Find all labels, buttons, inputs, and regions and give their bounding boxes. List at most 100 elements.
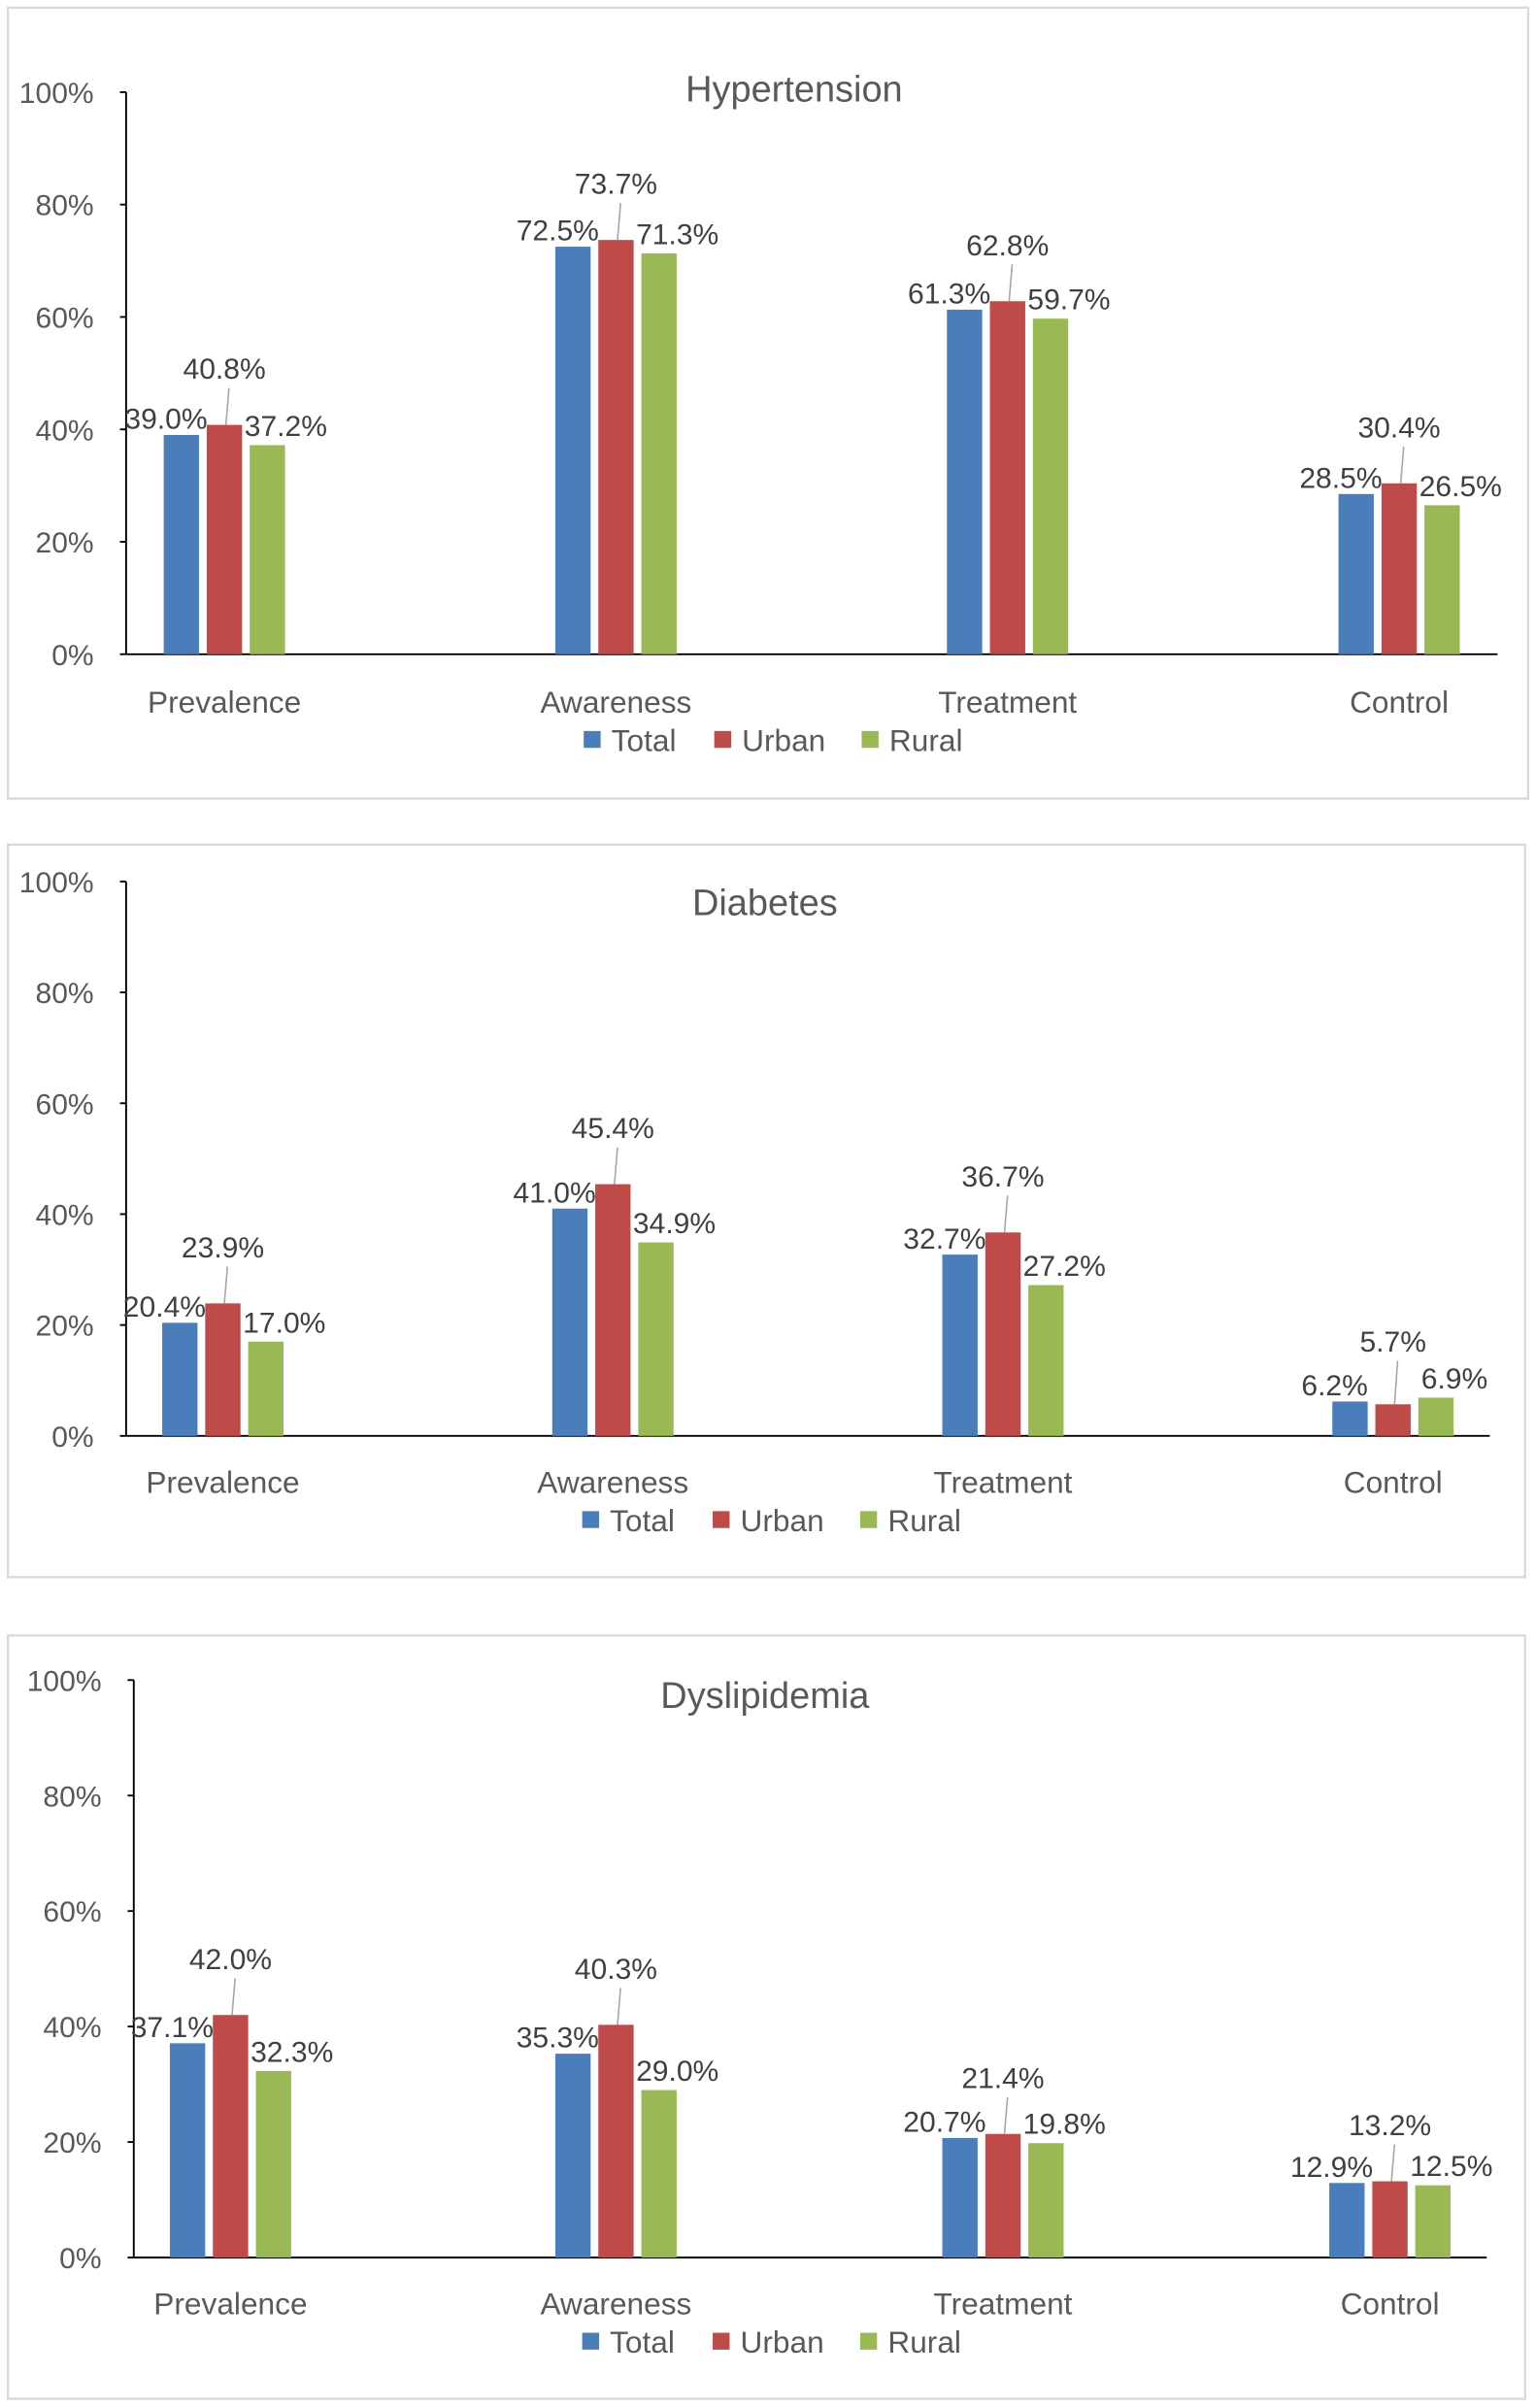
data-label: 62.8% <box>966 230 1049 262</box>
data-label: 29.0% <box>636 2056 718 2088</box>
data-label: 61.3% <box>908 279 990 311</box>
y-tick-label: 60% <box>36 303 94 335</box>
y-tick-label: 80% <box>43 1781 101 1813</box>
bar-total <box>554 2054 591 2258</box>
bar-rural <box>641 2090 677 2258</box>
data-label: 13.2% <box>1349 2110 1431 2142</box>
data-label: 41.0% <box>514 1177 596 1209</box>
y-tick-label: 60% <box>36 1088 94 1120</box>
bar-total <box>163 435 200 654</box>
data-label: 59.7% <box>1027 284 1110 317</box>
bar-urban <box>985 2133 1021 2258</box>
bar-urban <box>989 301 1025 654</box>
data-label: 30.4% <box>1357 412 1440 444</box>
y-tick-label: 40% <box>36 1200 94 1232</box>
x-tick-label: Control <box>1341 2287 1440 2322</box>
data-label: 20.7% <box>903 2107 985 2139</box>
data-label: 40.8% <box>184 353 266 385</box>
bar-total <box>169 2043 206 2258</box>
y-tick-label: 20% <box>36 527 94 559</box>
bar-total <box>942 2137 978 2258</box>
y-tick-label: 80% <box>36 978 94 1010</box>
legend-label-rural: Rural <box>887 2324 961 2359</box>
x-tick-label: Control <box>1350 685 1449 719</box>
y-tick-label: 80% <box>36 190 94 222</box>
y-tick-label: 0% <box>51 640 93 672</box>
data-label: 32.3% <box>250 2036 333 2068</box>
legend-label-total: Total <box>610 1503 675 1538</box>
data-label: 12.5% <box>1410 2151 1492 2183</box>
x-tick-label: Treatment <box>934 2287 1073 2322</box>
legend-swatch-rural <box>859 1511 878 1528</box>
y-tick-label: 100% <box>27 1665 102 1697</box>
legend-swatch-urban <box>713 2332 730 2350</box>
data-label: 37.1% <box>131 2012 214 2044</box>
data-label-leader <box>617 203 621 241</box>
y-tick-label: 0% <box>59 2243 101 2275</box>
x-tick-label: Prevalence <box>148 685 301 719</box>
bar-rural <box>255 2070 291 2258</box>
data-label-leader <box>1399 446 1405 484</box>
bar-rural <box>1028 1285 1064 1436</box>
bar-urban <box>1372 2181 1408 2258</box>
chart-panel <box>6 843 1526 1579</box>
legend-swatch-total <box>584 730 601 749</box>
legend-swatch-total <box>582 2332 600 2350</box>
bar-urban <box>1375 1404 1411 1436</box>
y-tick-label: 40% <box>43 2012 101 2044</box>
bar-total <box>162 1322 198 1436</box>
data-label: 39.0% <box>124 404 207 436</box>
data-label: 72.5% <box>517 216 599 248</box>
bar-total <box>942 1254 978 1436</box>
legend-swatch-urban <box>713 1511 730 1528</box>
data-label: 28.5% <box>1299 462 1382 494</box>
legend-label-urban: Urban <box>741 2324 824 2359</box>
bar-urban <box>206 424 243 654</box>
data-label: 42.0% <box>189 1944 272 1976</box>
data-label-leader <box>231 1978 236 2016</box>
data-label-leader <box>617 1988 621 2025</box>
legend-label-urban: Urban <box>741 1503 824 1538</box>
bar-urban <box>213 2015 249 2258</box>
x-tick-label: Prevalence <box>146 1464 299 1499</box>
bar-total <box>554 247 591 654</box>
legend-swatch-total <box>582 1511 600 1528</box>
data-label: 17.0% <box>243 1307 325 1339</box>
data-label: 37.2% <box>245 411 327 443</box>
data-label: 21.4% <box>961 2062 1044 2094</box>
x-tick-label: Awareness <box>537 1464 688 1499</box>
x-tick-label: Control <box>1344 1464 1443 1499</box>
y-tick-label: 20% <box>36 1311 94 1343</box>
data-label: 20.4% <box>123 1291 206 1323</box>
y-tick-label: 100% <box>19 867 94 899</box>
data-label: 73.7% <box>575 169 657 201</box>
bar-total <box>1332 1401 1368 1436</box>
data-label: 19.8% <box>1023 2109 1106 2141</box>
y-tick-label: 0% <box>51 1421 93 1454</box>
chart-diabetes: Diabetes 0% 20% 40% 60% 80% 100% Prevalence 20.4… <box>6 843 1526 1579</box>
bar-rural <box>1424 505 1460 654</box>
x-tick-label: Prevalence <box>153 2287 307 2322</box>
y-tick-label: 40% <box>36 415 94 447</box>
x-tick-label: Awareness <box>540 2287 691 2322</box>
legend-label-total: Total <box>612 722 677 757</box>
bar-urban <box>598 240 634 654</box>
chart-dyslipidemia: Dyslipidemia 0% 20% 40% 60% 80% 100% Prevalence… <box>6 1634 1526 2400</box>
data-label: 45.4% <box>572 1113 654 1145</box>
legend-swatch-urban <box>714 730 732 749</box>
data-label: 6.9% <box>1421 1363 1488 1395</box>
y-tick-label: 20% <box>43 2127 101 2159</box>
bar-rural <box>1415 2185 1452 2258</box>
chart-panel <box>6 1634 1526 2400</box>
x-tick-label: Awareness <box>540 685 691 719</box>
data-label: 34.9% <box>633 1208 716 1240</box>
data-label: 35.3% <box>517 2023 599 2055</box>
chart-title: Dyslipidemia <box>660 1676 870 1717</box>
data-label-leader <box>1390 2144 1396 2182</box>
bar-rural <box>250 445 285 654</box>
data-label: 23.9% <box>182 1232 264 1264</box>
data-label: 32.7% <box>903 1223 985 1255</box>
data-label-leader <box>1393 1360 1399 1405</box>
data-label: 26.5% <box>1419 471 1502 503</box>
